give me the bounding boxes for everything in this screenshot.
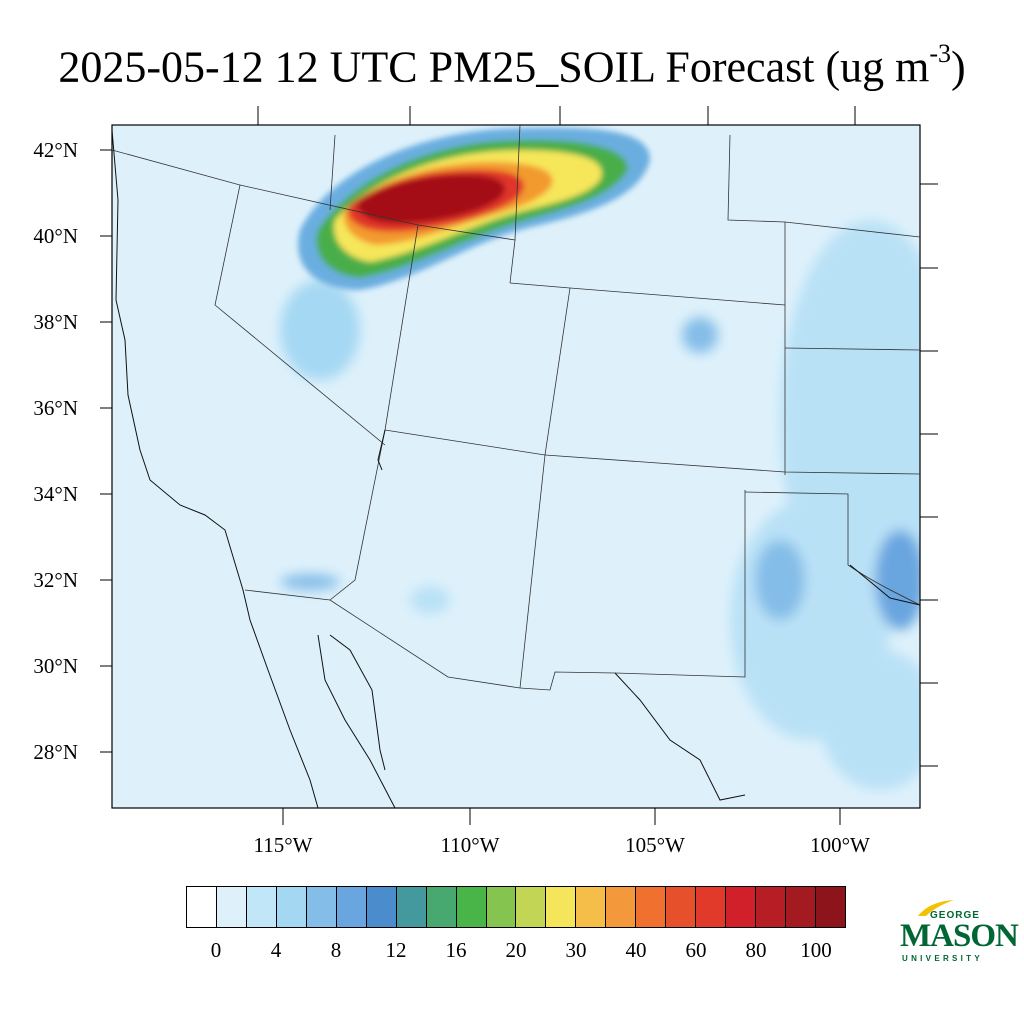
colorbar-swatch: [426, 887, 457, 927]
colorbar-label: 8: [330, 938, 342, 962]
colorbar-swatch: [546, 887, 577, 927]
lat-label-40: 40°N: [33, 224, 78, 248]
colorbar-swatch: [666, 887, 697, 927]
colorbar: [186, 886, 846, 928]
colorbar-swatch: [696, 887, 727, 927]
logo-mason: MASON: [900, 918, 1019, 954]
colorbar-swatch: [456, 887, 487, 927]
coastlines: [112, 129, 920, 808]
axis-ticks: [100, 106, 938, 825]
colorbar-swatch: [187, 887, 217, 927]
colorbar-label: 4: [270, 938, 282, 962]
pm25-field: [280, 127, 920, 790]
colorbar-swatch: [366, 887, 397, 927]
colorbar-label: 30: [565, 938, 587, 962]
map-title-superscript: -3: [929, 39, 951, 68]
colorbar-swatch: [816, 887, 845, 927]
colorbar-swatch: [516, 887, 547, 927]
lat-label-34: 34°N: [33, 482, 78, 506]
map-title: 2025-05-12 12 UTC PM25_SOIL Forecast (ug…: [0, 28, 1024, 98]
logo-swoosh-icon: [918, 900, 954, 916]
colorbar-swatch: [336, 887, 367, 927]
colorbar-swatch: [756, 887, 787, 927]
colorbar-label: 100: [800, 938, 832, 962]
logo-george: GEORGE: [930, 910, 980, 921]
george-mason-logo: GEORGE MASON UNIVERSITY: [896, 898, 1019, 968]
colorbar-swatch: [726, 887, 757, 927]
colorbar-swatch: [486, 887, 517, 927]
lon-label-100: 100°W: [810, 833, 870, 857]
colorbar-label: 40: [625, 938, 647, 962]
lat-label-38: 38°N: [33, 310, 78, 334]
colorbar-swatch: [396, 887, 427, 927]
colorbar-swatch: [306, 887, 337, 927]
colorbar-swatch: [276, 887, 307, 927]
lat-label-32: 32°N: [33, 568, 78, 592]
colorbar-swatch: [576, 887, 607, 927]
colorbar-label: 12: [385, 938, 407, 962]
colorbar-label: 16: [445, 938, 467, 962]
map-frame: [111, 124, 921, 809]
lat-label-42: 42°N: [33, 138, 78, 162]
lat-label-28: 28°N: [33, 740, 78, 764]
state-borders: [112, 125, 920, 691]
map-title-closing: ): [951, 42, 966, 92]
colorbar-swatch: [216, 887, 247, 927]
colorbar-label: 20: [505, 938, 527, 962]
lon-label-110: 110°W: [440, 833, 500, 857]
lat-label-36: 36°N: [33, 396, 78, 420]
colorbar-swatch: [786, 887, 817, 927]
logo-university: UNIVERSITY: [902, 954, 984, 963]
map-title-text: 2025-05-12 12 UTC PM25_SOIL Forecast (ug…: [58, 42, 930, 92]
colorbar-label: 0: [210, 938, 222, 962]
lat-label-30: 30°N: [33, 654, 78, 678]
lon-label-115: 115°W: [253, 833, 313, 857]
colorbar-swatch: [246, 887, 277, 927]
colorbar-label: 60: [685, 938, 707, 962]
colorbar-swatch: [636, 887, 667, 927]
colorbar-swatch: [606, 887, 637, 927]
lon-label-105: 105°W: [625, 833, 685, 857]
colorbar-label: 80: [745, 938, 767, 962]
